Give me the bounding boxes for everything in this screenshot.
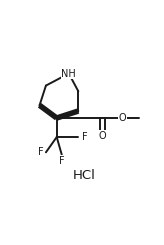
Text: HCl: HCl: [73, 169, 95, 182]
Text: NH: NH: [62, 69, 76, 78]
Text: F: F: [59, 156, 65, 166]
Text: O: O: [118, 113, 126, 123]
Text: F: F: [38, 147, 43, 157]
Text: F: F: [82, 132, 87, 142]
Text: O: O: [99, 131, 106, 141]
